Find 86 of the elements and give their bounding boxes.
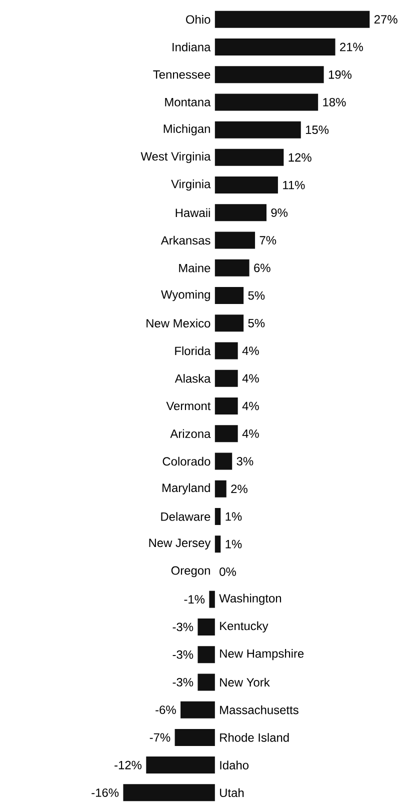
y-tick-label: Oregon (171, 566, 210, 578)
bar (214, 425, 238, 442)
data-label: -7% (150, 733, 170, 742)
y-tick-label: Colorado (162, 456, 210, 466)
data-label: 1% (226, 512, 242, 521)
data-label: 2% (231, 484, 248, 494)
data-label: -3% (172, 678, 194, 686)
bar (214, 176, 278, 194)
y-tick-label: Utah (220, 788, 244, 798)
data-label: -1% (184, 595, 205, 604)
data-label: 5% (248, 318, 265, 328)
bar (198, 618, 215, 636)
bar (214, 259, 250, 276)
bar (214, 10, 370, 28)
y-tick-label: New Mexico (146, 318, 210, 328)
y-tick-label: Ohio (186, 14, 210, 24)
bar (198, 646, 215, 664)
data-label: 6% (254, 264, 270, 272)
bar (180, 701, 215, 718)
data-label: 0% (220, 567, 236, 576)
y-tick-label: Tennessee (153, 70, 210, 79)
bar (214, 314, 244, 332)
y-tick-label: Vermont (166, 402, 211, 410)
data-label: 4% (242, 346, 259, 355)
bar (214, 398, 238, 415)
data-label: 4% (242, 429, 259, 438)
bar (214, 232, 256, 249)
y-tick-label: Arizona (170, 429, 211, 438)
bar (146, 756, 215, 774)
bar (214, 370, 238, 387)
bar (174, 728, 215, 746)
data-label: -12% (114, 760, 142, 770)
bar (214, 204, 266, 222)
data-label: 1% (226, 540, 242, 548)
data-label: -6% (156, 706, 176, 714)
data-label: 4% (242, 402, 259, 410)
bar (214, 287, 244, 304)
data-label: 18% (323, 98, 346, 106)
y-tick-label: Virginia (171, 179, 211, 191)
y-tick-label: New Jersey (149, 538, 211, 550)
y-tick-label: Washington (219, 594, 282, 605)
y-tick-label: Rhode Island (220, 733, 289, 742)
data-label: 7% (260, 236, 276, 244)
data-label: 27% (374, 15, 398, 24)
y-tick-label: Wyoming (161, 290, 210, 302)
bar (214, 121, 301, 138)
y-tick-label: Montana (165, 98, 211, 106)
bar (214, 38, 336, 56)
data-label: -3% (172, 622, 194, 632)
y-tick-label: New Hampshire (220, 649, 304, 660)
data-label: 11% (283, 180, 305, 190)
data-label: 19% (328, 70, 352, 79)
y-tick-label: Indiana (172, 42, 211, 52)
y-tick-label: Delaware (161, 512, 210, 521)
data-label: 3% (236, 457, 254, 466)
y-tick-label: Kentucky (220, 621, 268, 633)
y-tick-label: New York (220, 678, 270, 687)
y-tick-label: Maine (179, 264, 210, 272)
y-tick-label: Alaska (174, 374, 211, 383)
y-tick-label: Hawaii (176, 208, 210, 218)
data-label: 4% (242, 374, 259, 383)
data-label: 21% (340, 42, 363, 52)
data-label: 12% (288, 153, 312, 162)
y-tick-label: Michigan (164, 124, 210, 136)
bar (214, 536, 221, 553)
bar (214, 452, 232, 470)
bar (214, 94, 318, 111)
y-tick-label: Florida (175, 346, 211, 356)
bar (123, 784, 215, 802)
y-tick-label: Arkansas (160, 236, 210, 245)
data-label: -3% (172, 650, 194, 659)
y-tick-label: West Virginia (140, 152, 211, 164)
data-label: 15% (306, 126, 329, 134)
bar (214, 342, 238, 360)
data-label: 5% (248, 291, 265, 300)
bar (198, 674, 215, 691)
data-label: 9% (271, 208, 288, 217)
bar (214, 148, 284, 166)
bar (214, 66, 324, 84)
y-tick-label: Massachusetts (220, 705, 298, 714)
data-label: -16% (92, 788, 119, 797)
bar (209, 590, 215, 608)
y-tick-label: Idaho (220, 760, 249, 770)
bar (214, 508, 221, 525)
bar (214, 480, 226, 498)
y-tick-label: Maryland (162, 483, 210, 494)
